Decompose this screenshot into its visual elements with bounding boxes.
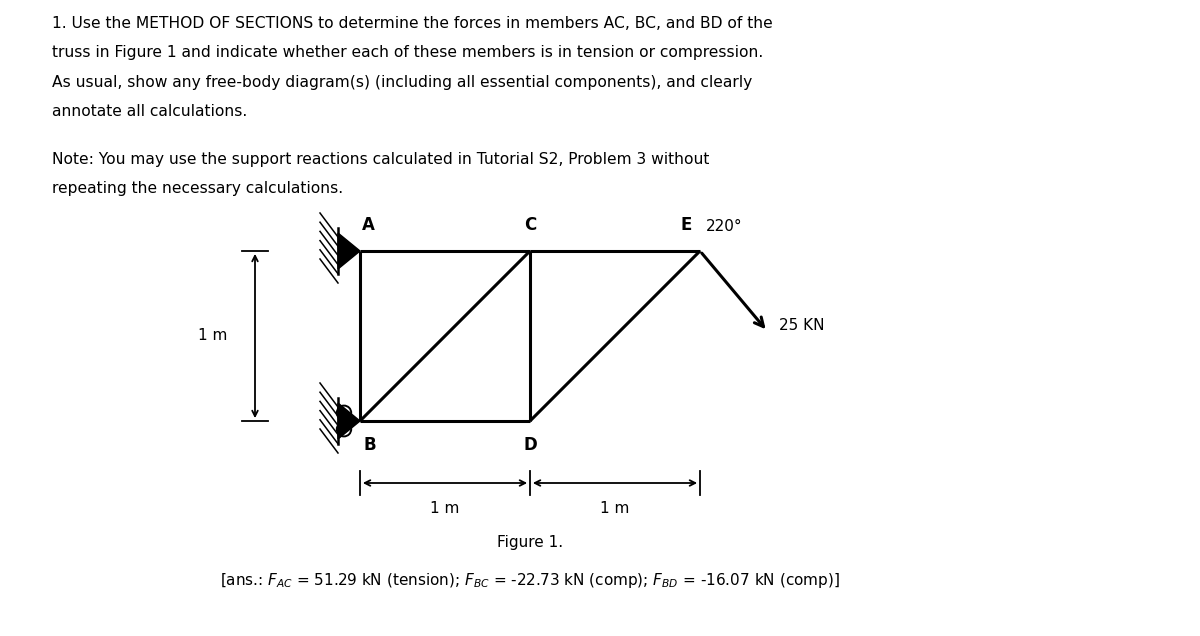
Text: D: D [523, 436, 536, 454]
Text: 1 m: 1 m [600, 501, 630, 516]
Text: annotate all calculations.: annotate all calculations. [52, 104, 247, 120]
Polygon shape [338, 403, 360, 439]
Text: Note: You may use the support reactions calculated in Tutorial S2, Problem 3 wit: Note: You may use the support reactions … [52, 152, 709, 167]
Text: C: C [524, 216, 536, 234]
Text: [ans.: $F_{AC}$ = 51.29 kN (tension); $F_{BC}$ = -22.73 kN (comp); $F_{BD}$ = -1: [ans.: $F_{AC}$ = 51.29 kN (tension); $F… [220, 571, 840, 590]
Text: B: B [364, 436, 377, 454]
Text: Figure 1.: Figure 1. [497, 535, 563, 550]
Polygon shape [338, 233, 360, 269]
Text: 1 m: 1 m [198, 329, 227, 343]
Text: repeating the necessary calculations.: repeating the necessary calculations. [52, 181, 343, 197]
Text: As usual, show any free-body diagram(s) (including all essential components), an: As usual, show any free-body diagram(s) … [52, 75, 752, 90]
Text: truss in Figure 1 and indicate whether each of these members is in tension or co: truss in Figure 1 and indicate whether e… [52, 46, 763, 60]
Text: E: E [680, 216, 692, 234]
Text: 1 m: 1 m [431, 501, 460, 516]
Text: A: A [361, 216, 374, 234]
Text: 1. Use the METHOD OF SECTIONS to determine the forces in members AC, BC, and BD : 1. Use the METHOD OF SECTIONS to determi… [52, 16, 773, 31]
Text: 220°: 220° [706, 219, 743, 234]
Text: 25 KN: 25 KN [780, 318, 824, 333]
